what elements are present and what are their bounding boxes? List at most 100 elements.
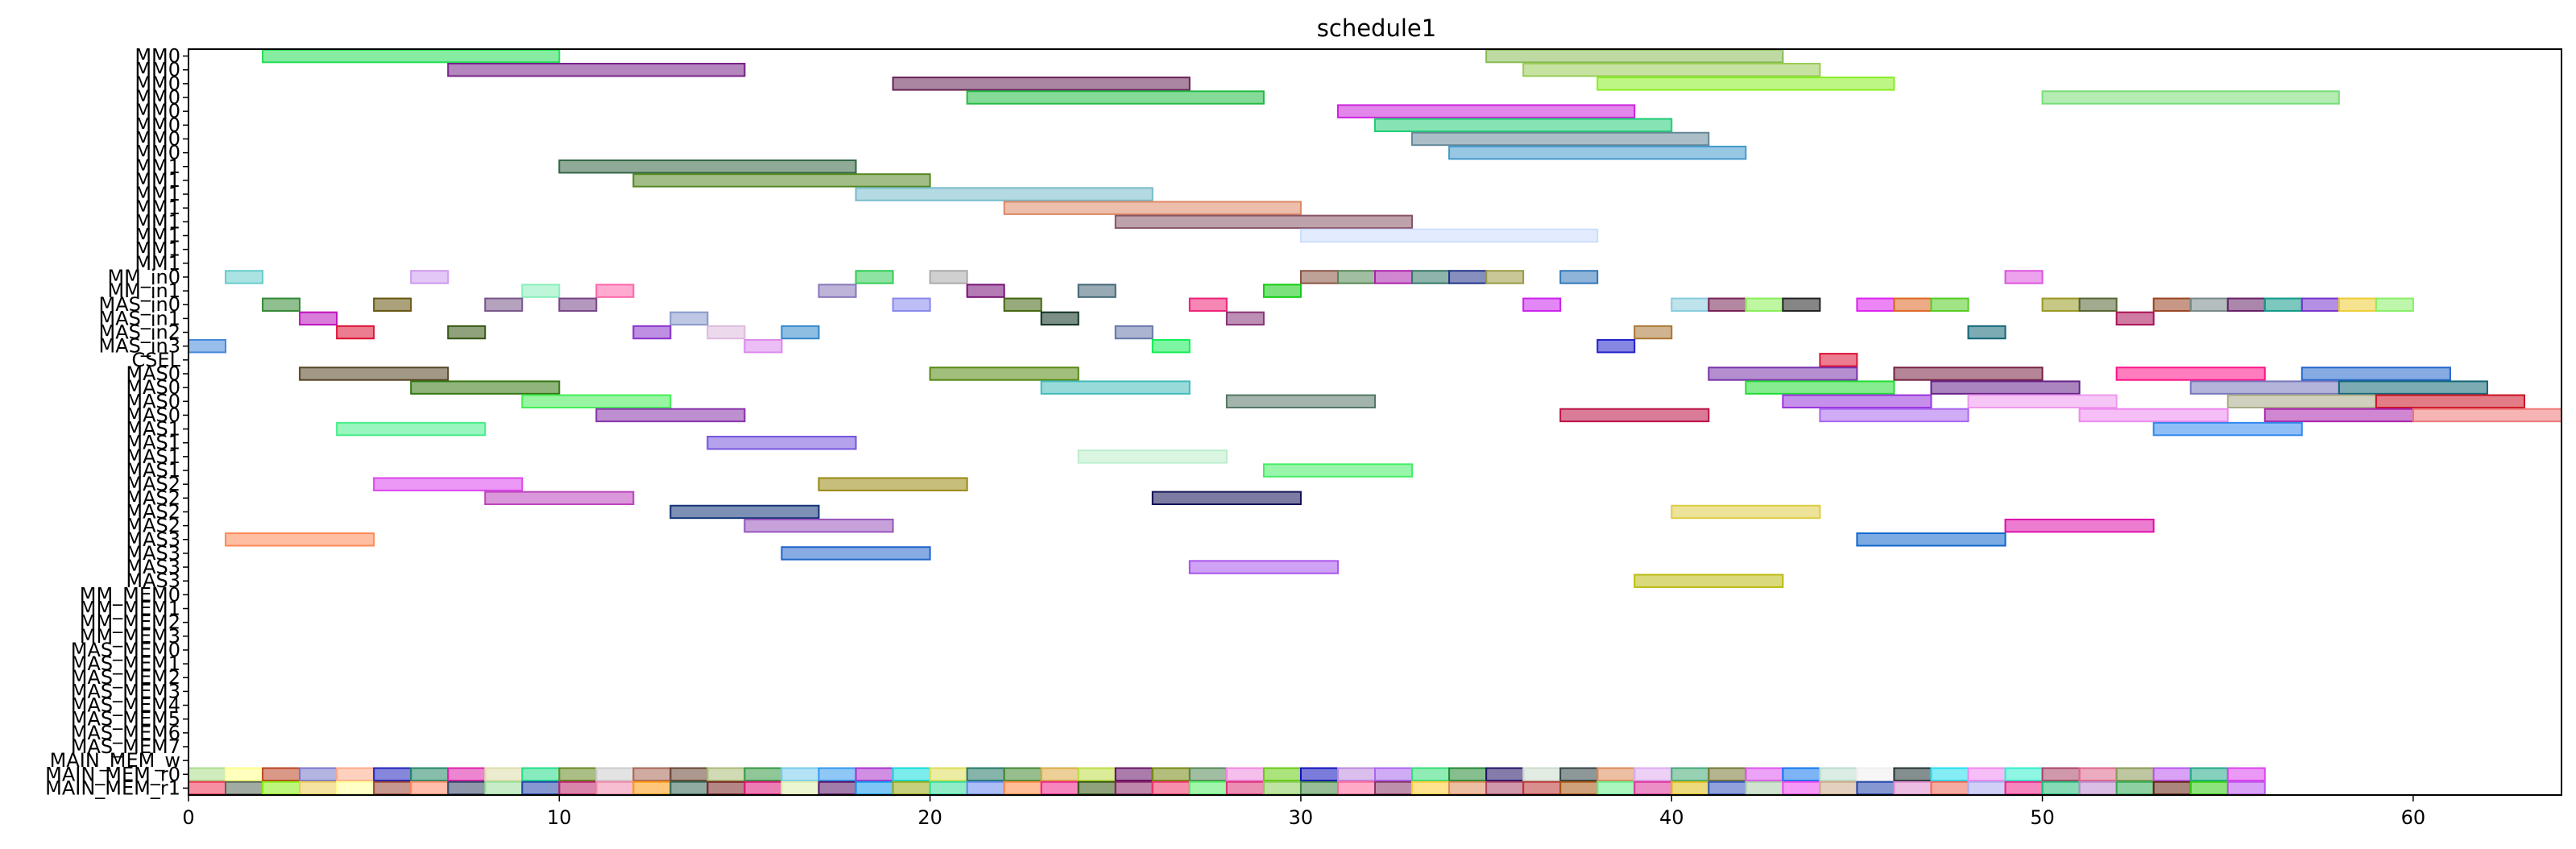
y-tick-label: MAS2 <box>126 515 180 537</box>
chart-title: schedule1 <box>1317 14 1436 42</box>
memory-slot-bar <box>1225 781 1265 796</box>
schedule-bar <box>818 284 857 298</box>
memory-slot-bar <box>743 781 783 796</box>
memory-slot-bar <box>1262 781 1302 796</box>
y-tick-label: MM1 <box>135 238 180 261</box>
memory-slot-bar <box>373 767 412 781</box>
y-tick-label: CSEL <box>131 349 180 371</box>
memory-slot-bar <box>1485 781 1525 796</box>
schedule-bar <box>1782 297 1821 312</box>
schedule-bar <box>2301 367 2451 381</box>
y-tick-label: MAS3 <box>126 542 180 565</box>
y-tick-label: MAS_MEM3 <box>71 680 180 702</box>
memory-slot-bar <box>2115 767 2155 781</box>
memory-slot-bar <box>225 767 264 781</box>
memory-slot-bar <box>855 781 894 796</box>
memory-slot-bar <box>632 767 672 781</box>
memory-slot-bar <box>2189 767 2229 781</box>
memory-slot-bar <box>447 767 487 781</box>
schedule-bar <box>1411 131 1710 147</box>
schedule-bar <box>2041 90 2340 105</box>
schedule-bar <box>1856 532 2007 547</box>
schedule-bar <box>2263 408 2414 423</box>
schedule-bar <box>1671 297 1710 312</box>
schedule-bar <box>1077 449 1228 464</box>
schedule-bar <box>1151 491 1302 506</box>
schedule-bar <box>1893 367 2044 381</box>
memory-slot-bar <box>595 781 635 796</box>
schedule-bar <box>1374 118 1673 133</box>
schedule-bar <box>1708 297 1747 312</box>
schedule-bar <box>2375 297 2414 312</box>
memory-slot-bar <box>1708 781 1747 796</box>
y-tick-label: MAS_MEM1 <box>71 652 180 675</box>
memory-slot-bar <box>2078 781 2118 796</box>
schedule-bar <box>558 159 857 174</box>
memory-slot-bar <box>1114 767 1153 781</box>
memory-slot-bar <box>558 767 598 781</box>
y-tick-label: MAS3 <box>126 569 180 592</box>
schedule-bar <box>2226 297 2266 312</box>
memory-slot-bar <box>1448 767 1488 781</box>
memory-slot-bar <box>484 767 524 781</box>
y-tick-label: MAS_in0 <box>98 293 180 316</box>
y-tick-label: MAS_MEM0 <box>71 639 180 661</box>
schedule-bar <box>2189 380 2340 395</box>
schedule-bar <box>1485 270 1525 284</box>
y-tick-label: MAS0 <box>126 390 180 412</box>
schedule-bar <box>595 284 635 298</box>
memory-slot-bar <box>1782 767 1821 781</box>
x-tick-label: 10 <box>547 806 572 829</box>
memory-slot-bar <box>2078 767 2118 781</box>
schedule-bar <box>1336 270 1376 284</box>
memory-slot-bar <box>1967 767 2007 781</box>
schedule-bar <box>1930 380 2081 395</box>
schedule-bar <box>2115 367 2266 381</box>
y-tick-label: MAS_MEM7 <box>71 735 180 758</box>
y-tick-label: MAS_MEM4 <box>71 694 180 717</box>
memory-slot-bar <box>521 767 561 781</box>
memory-slot-bar <box>1782 781 1821 796</box>
schedule-bar <box>706 325 746 340</box>
schedule-bar <box>1745 380 1895 395</box>
memory-slot-bar <box>1040 767 1079 781</box>
x-axis: 0 10 20 30 40 50 60 <box>182 795 2425 829</box>
schedule-bar <box>558 297 598 312</box>
schedule-bar <box>2226 394 2377 408</box>
schedule-bar <box>1188 560 1339 574</box>
memory-slot-bar <box>2041 767 2081 781</box>
memory-slot-bar <box>1745 767 1784 781</box>
schedule-bar <box>1003 201 1302 215</box>
y-tick-label: MAS2 <box>126 473 180 495</box>
memory-slot-bar <box>2226 767 2266 781</box>
memory-slot-bar <box>2115 781 2155 796</box>
memory-slot-bar <box>929 767 968 781</box>
y-tick-label: MM_MEM3 <box>80 625 180 648</box>
memory-slot-bar <box>1336 781 1376 796</box>
memory-slot-bar <box>299 781 338 796</box>
memory-slot-bar <box>188 781 227 796</box>
y-tick-label: MAS0 <box>126 376 180 399</box>
memory-slot-bar <box>1299 781 1339 796</box>
y-tick-label: MAS0 <box>126 362 180 385</box>
schedule-bar <box>521 284 561 298</box>
schedule-bar <box>1188 297 1228 312</box>
memory-slot-bar <box>336 781 375 796</box>
y-tick-label: MAIN_MEM_r0 <box>45 763 180 785</box>
schedule-bar <box>1782 394 1932 408</box>
memory-slot-bar <box>558 781 598 796</box>
schedule-bar <box>225 532 375 547</box>
schedule-bar <box>706 436 857 450</box>
schedule-bar <box>410 380 561 395</box>
y-tick-label: MM1 <box>135 197 180 219</box>
memory-slot-bar <box>1485 767 1525 781</box>
memory-slot-bar <box>1930 767 1969 781</box>
y-tick-label: MM_in1 <box>107 280 180 302</box>
y-tick-label: MAS_in2 <box>98 321 180 344</box>
schedule-bar <box>2041 297 2081 312</box>
bars-layer <box>188 48 2562 796</box>
schedule-bar <box>1522 297 1562 312</box>
memory-slot-bar <box>2041 781 2081 796</box>
schedule-bar <box>855 187 1153 201</box>
schedule-bar <box>632 325 672 340</box>
